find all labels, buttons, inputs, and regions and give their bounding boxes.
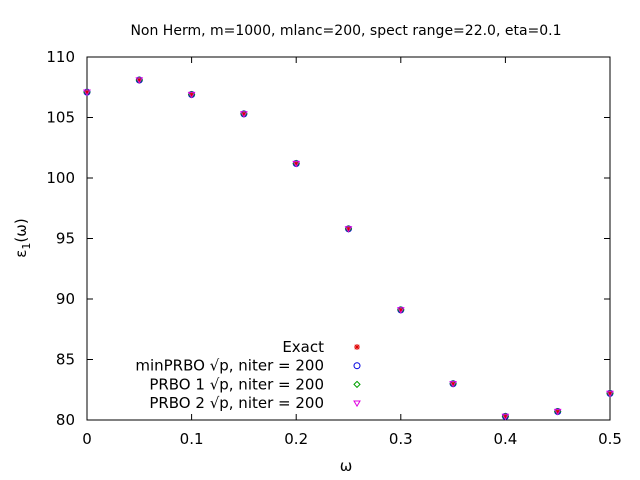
data-point-triangle-down <box>449 381 457 388</box>
y-axis-label-tail: (ω) <box>12 218 30 242</box>
y-axis-label-main: ε <box>12 250 30 258</box>
axis-ticks: 0 0.1 0.2 0.3 0.4 0.5 80 85 90 95 100 105 110 <box>46 48 622 448</box>
chart-title: Non Herm, m=1000, mlanc=200, spect range… <box>130 23 561 39</box>
y-tick-label: 95 <box>56 230 75 248</box>
data-point-triangle-down <box>187 91 196 99</box>
data-point-triangle-down <box>83 89 91 97</box>
data-point-triangle-down <box>501 413 510 421</box>
legend-label: PRBO 2 √p, niter = 200 <box>149 394 324 412</box>
y-tick-label: 90 <box>56 290 75 308</box>
x-tick-label: 0.3 <box>389 430 413 448</box>
series-triangle-down <box>83 77 614 421</box>
legend-marker-diamond <box>353 380 361 389</box>
legend-marker-circle <box>353 362 361 370</box>
data-point-triangle-down <box>553 408 562 416</box>
x-tick-label: 0.5 <box>598 430 622 448</box>
x-tick-label: 0.1 <box>180 430 204 448</box>
y-tick-label: 85 <box>56 351 75 369</box>
legend-label: PRBO 1 √p, niter = 200 <box>149 375 324 393</box>
y-axis-label: ε1(ω) <box>12 218 33 257</box>
x-tick-label: 0.2 <box>284 430 308 448</box>
y-tick-label: 110 <box>46 48 75 66</box>
data-markers <box>83 76 614 421</box>
data-point-triangle-down <box>344 226 353 233</box>
y-tick-label: 80 <box>56 411 75 429</box>
data-point-triangle-down <box>135 77 144 84</box>
y-tick-label: 100 <box>46 169 75 187</box>
data-point-triangle-down <box>292 160 301 168</box>
legend-label: minPRBO √p, niter = 200 <box>135 357 324 375</box>
y-axis-label-sub: 1 <box>20 243 33 250</box>
data-point-triangle-down <box>396 307 405 314</box>
data-point-triangle-down <box>606 390 614 398</box>
data-point-triangle-down <box>240 111 248 118</box>
legend-label: Exact <box>282 338 324 356</box>
legend-marker-triangle-down <box>353 400 361 408</box>
x-axis-label: ω <box>340 457 353 475</box>
x-tick-label: 0 <box>82 430 92 448</box>
y-tick-label: 105 <box>46 109 75 127</box>
legend-marker-star <box>354 344 360 350</box>
x-tick-label: 0.4 <box>493 430 517 448</box>
